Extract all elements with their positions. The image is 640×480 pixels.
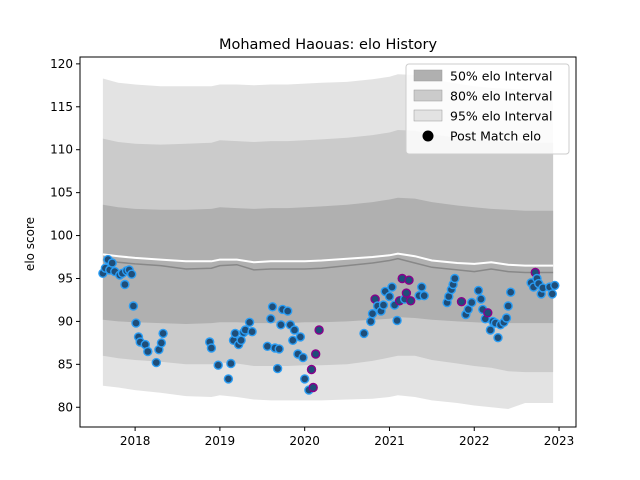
y-tick-label: 95 — [58, 271, 73, 285]
post-match-elo-point — [274, 344, 284, 354]
post-match-elo-point — [120, 279, 130, 290]
post-match-elo-point — [276, 320, 286, 330]
post-match-elo-point — [419, 291, 429, 301]
y-tick-label: 110 — [50, 143, 73, 157]
post-match-elo-point — [267, 302, 278, 312]
y-tick-label: 115 — [50, 100, 73, 114]
post-match-elo-point — [308, 382, 318, 393]
post-match-elo-point — [223, 374, 234, 384]
post-match-elo-point — [158, 328, 168, 339]
post-match-elo-point — [406, 296, 416, 306]
post-match-elo-point — [367, 309, 378, 319]
post-match-elo-point — [283, 306, 293, 316]
y-tick-label: 80 — [58, 400, 73, 414]
post-match-elo-point — [359, 328, 369, 339]
legend-swatch — [413, 69, 443, 82]
x-tick-label: 2018 — [120, 434, 151, 448]
y-axis-label: elo score — [23, 217, 37, 271]
axes: 2018 2019 2020 2021 2022 2023 80 85 90 95 100 105 11… — [50, 56, 577, 448]
post-match-elo-point — [456, 297, 467, 307]
post-match-elo-point — [366, 316, 376, 327]
x-tick-label: 2021 — [374, 434, 405, 448]
post-match-elo-point — [143, 346, 153, 357]
post-match-elo-point — [295, 332, 306, 342]
legend-box — [405, 63, 570, 155]
post-match-elo-point — [450, 273, 460, 284]
post-match-elo-point — [314, 325, 324, 335]
post-match-elo-point — [128, 301, 139, 311]
post-match-elo-point — [404, 275, 414, 285]
post-match-elo-point — [151, 357, 162, 368]
post-match-elo-point — [230, 328, 240, 339]
post-match-elo-point — [503, 301, 513, 311]
y-tick-label: 100 — [50, 229, 73, 243]
post-match-elo-point — [244, 317, 255, 327]
post-match-elo-point — [401, 288, 412, 298]
mean-elo-line — [102, 252, 554, 267]
post-match-elo-point — [289, 325, 300, 335]
post-match-elo-point — [547, 289, 557, 299]
post-match-elo-point — [156, 338, 167, 348]
post-match-elo-point — [206, 343, 217, 353]
legend-label: Post Match elo — [450, 129, 541, 144]
post-match-elo-point — [493, 333, 503, 343]
legend-label: 80% elo Interval — [450, 89, 552, 104]
post-match-elo-point — [550, 280, 560, 291]
x-tick-label: 2022 — [459, 434, 490, 448]
post-match-elo-point — [213, 360, 223, 370]
x-tick-label: 2019 — [205, 434, 236, 448]
legend-swatch — [413, 89, 443, 102]
post-match-elo-point — [247, 327, 257, 337]
post-match-elo-point — [306, 364, 317, 375]
legend-label: 50% elo Interval — [450, 69, 552, 84]
post-match-elo-point — [236, 335, 246, 345]
post-match-elo-point — [311, 349, 321, 359]
post-match-elo-point — [272, 363, 283, 374]
post-match-elo-point — [501, 313, 512, 323]
chart-title: Mohamed Haouas: elo History — [219, 37, 438, 53]
post-match-elo-point — [392, 315, 402, 326]
y-tick-label: 90 — [58, 314, 73, 328]
post-match-elo-point — [387, 282, 397, 292]
post-match-elo-point — [506, 287, 516, 297]
legend-swatch — [413, 109, 443, 122]
post-match-elo-point — [131, 318, 141, 328]
y-tick-label: 85 — [58, 357, 73, 371]
legend-label: 95% elo Interval — [450, 109, 552, 124]
axes-frame — [79, 56, 577, 428]
post-match-elo-point — [300, 374, 310, 384]
post-match-elo-point — [483, 308, 493, 318]
post-match-elo-point — [262, 341, 273, 351]
post-match-elo-point — [467, 297, 477, 308]
post-match-elo-point — [473, 285, 484, 296]
post-match-elo-point — [126, 269, 137, 279]
median-elo-line — [102, 257, 554, 274]
post-match-elo-point — [378, 300, 389, 310]
x-tick-label: 2023 — [544, 434, 575, 448]
post-match-elo-point — [226, 358, 236, 369]
plot-area — [98, 74, 560, 409]
y-tick-label: 120 — [50, 57, 73, 71]
post-match-elo-point — [485, 325, 496, 335]
legend: 50% elo Interval 80% elo Interval 95% elo … — [405, 63, 570, 155]
post-match-elo-point — [266, 314, 276, 324]
y-tick-label: 105 — [50, 186, 73, 200]
legend-marker — [422, 130, 434, 142]
post-match-elo-point — [298, 352, 308, 363]
x-tick-label: 2020 — [289, 434, 320, 448]
post-match-elo-point — [384, 291, 395, 302]
post-match-elo-point — [107, 258, 117, 268]
post-match-elo-point — [288, 335, 298, 345]
post-match-elo-point — [476, 294, 486, 304]
post-match-elo-point — [417, 282, 427, 292]
